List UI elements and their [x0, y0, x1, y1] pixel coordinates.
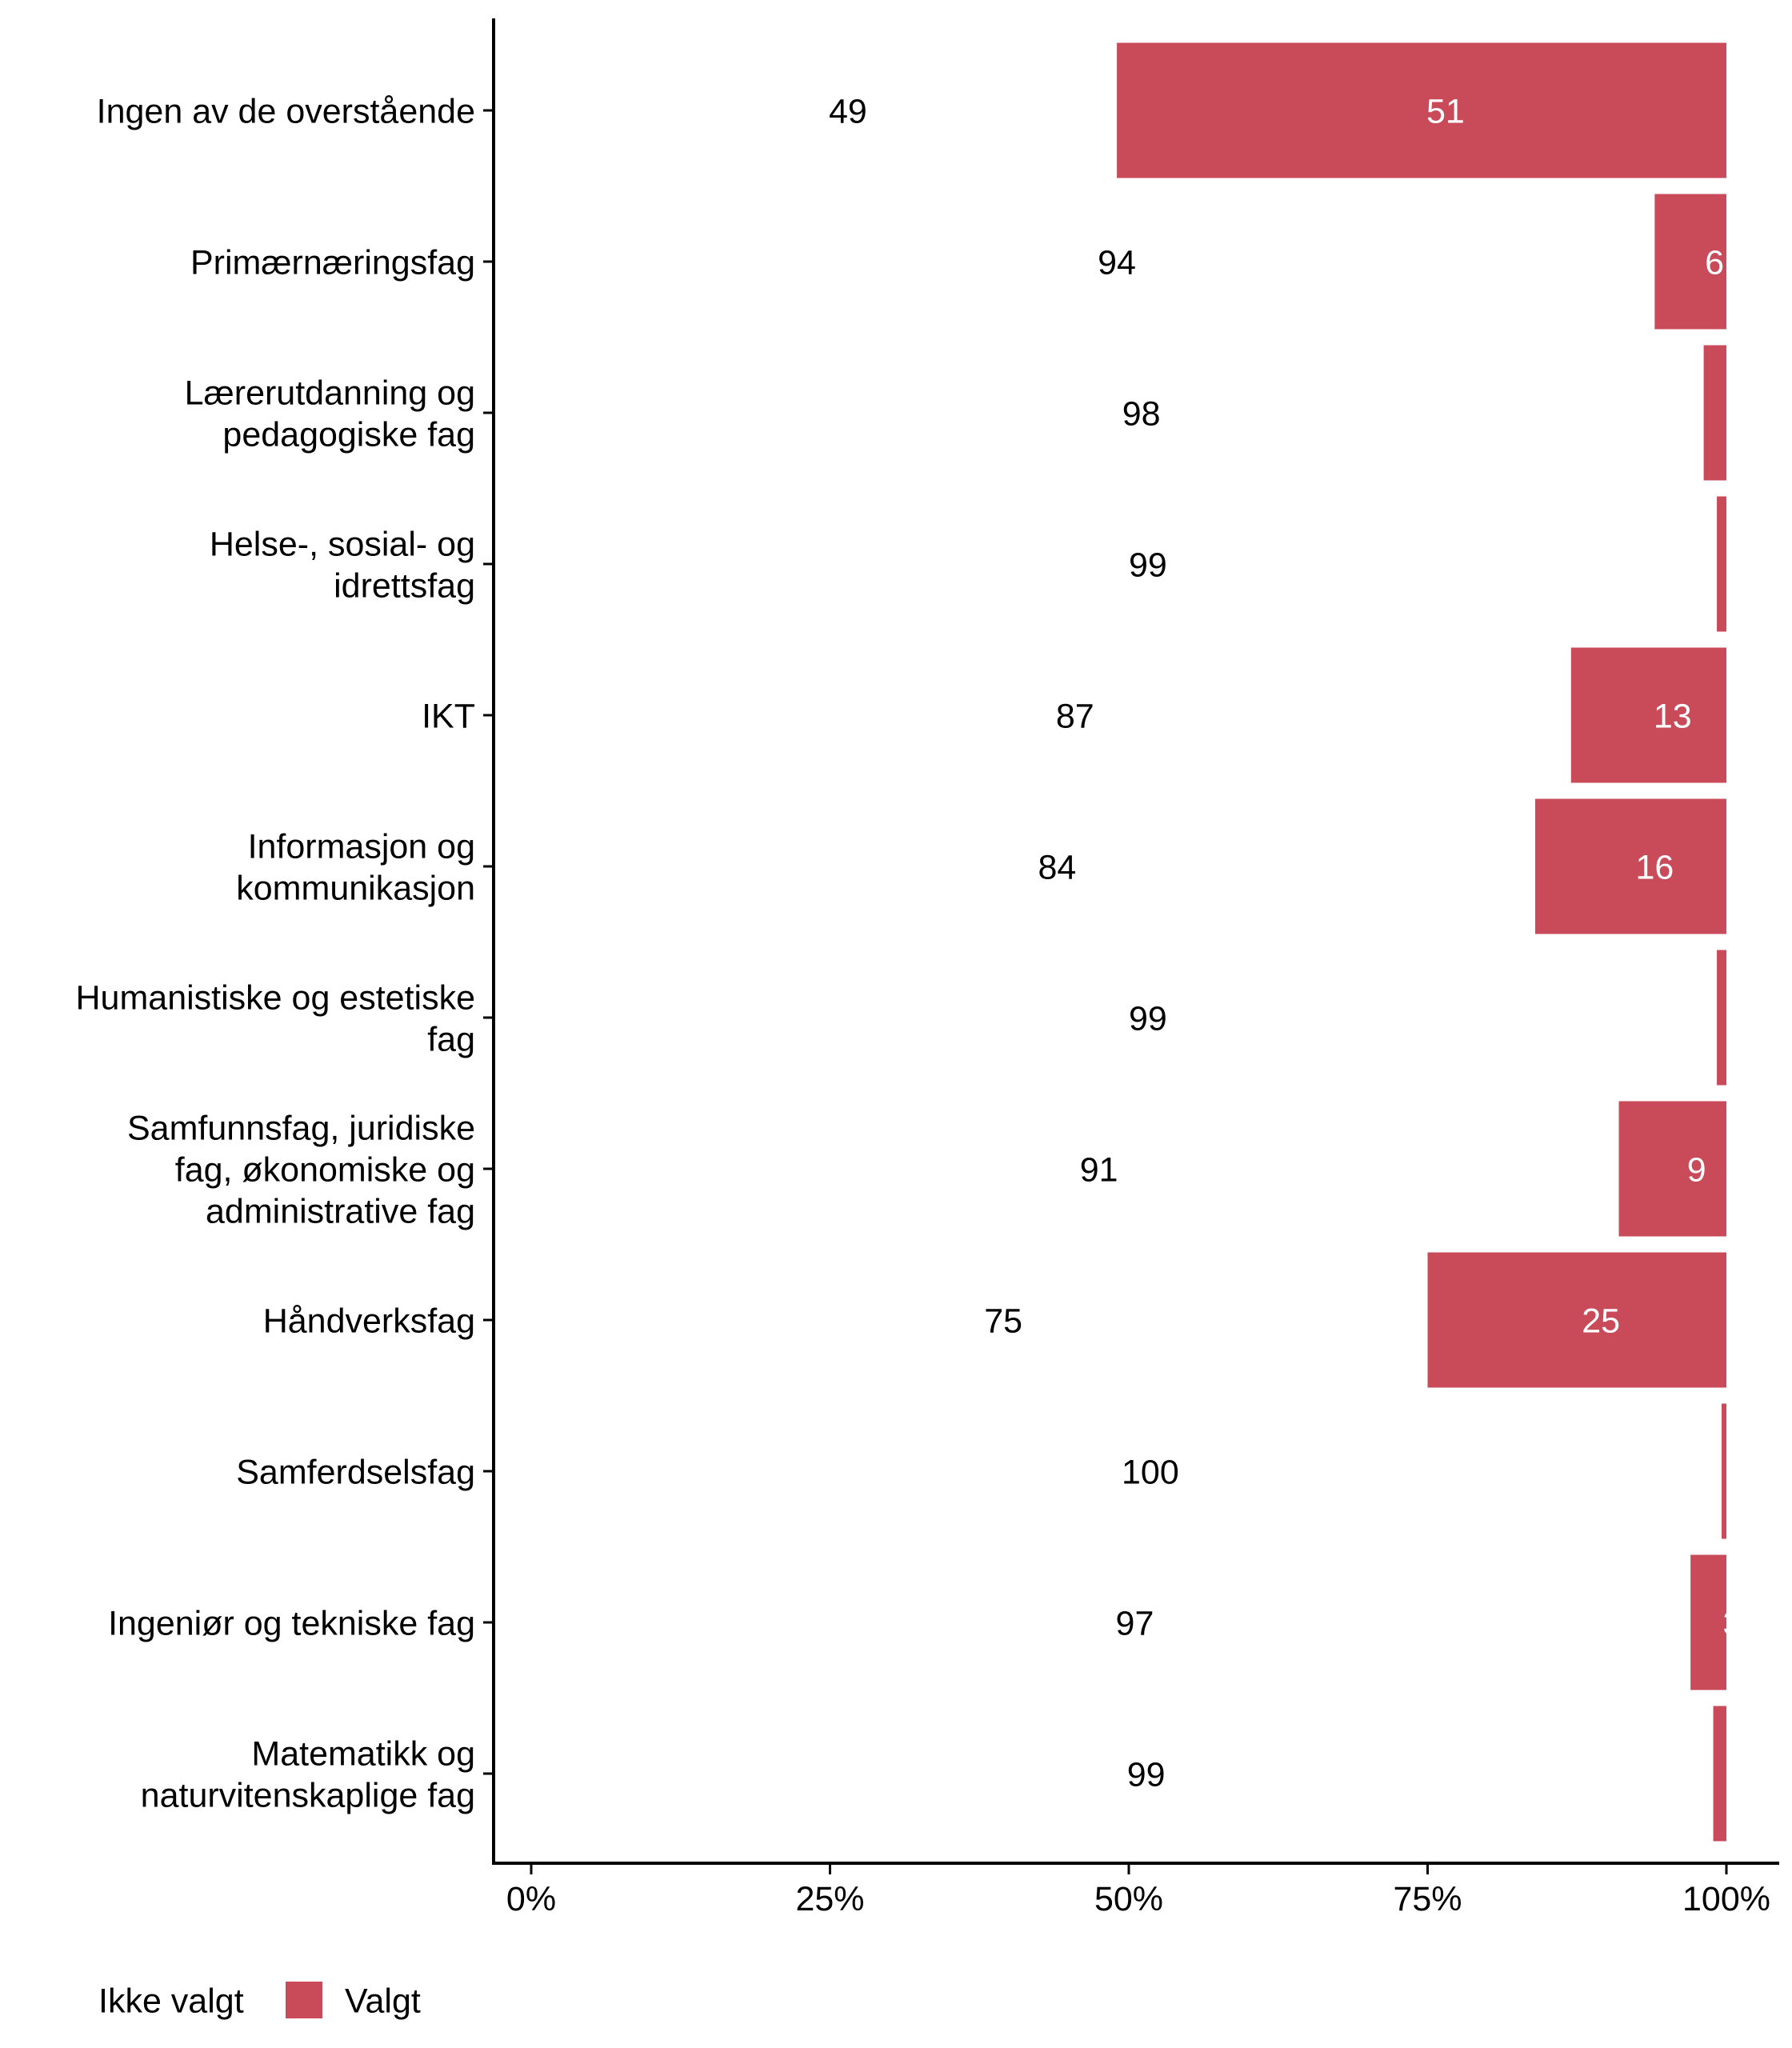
bar-valgt: [1690, 1554, 1726, 1690]
x-tick-label: 75%: [1393, 1880, 1462, 1918]
bar-valgt: [1570, 647, 1726, 783]
label-ikke-valgt: 100: [1122, 1453, 1179, 1491]
bar-valgt: [1618, 1101, 1726, 1237]
y-tick-label: IKT: [422, 697, 475, 735]
bar-ikke-valgt: [531, 1403, 1722, 1539]
bar-ikke-valgt: [531, 1706, 1714, 1842]
bars: [531, 42, 1726, 1842]
label-valgt: 25: [1582, 1302, 1620, 1340]
y-tick-label: pedagogiske fag: [222, 415, 475, 454]
label-ikke-valgt: 49: [829, 92, 867, 130]
label-ikke-valgt: 99: [1129, 999, 1167, 1038]
bar-ikke-valgt: [531, 1101, 1619, 1237]
x-tick-label: 50%: [1094, 1880, 1163, 1918]
bar-ikke-valgt: [531, 1252, 1428, 1388]
label-ikke-valgt: 98: [1122, 394, 1161, 433]
label-valgt: 16: [1635, 848, 1674, 886]
data-labels: 49 51 94 6 98 2 99 1 87 13 84 16 99 1 91 9 75 25 100 0 97 3 99…: [829, 92, 1758, 1794]
bar-valgt: [1717, 496, 1726, 632]
bar-ikke-valgt: [531, 1554, 1691, 1690]
label-ikke-valgt: 99: [1127, 1755, 1166, 1794]
x-tick-label: 100%: [1682, 1880, 1770, 1918]
legend: Ikke valgt Valgt: [98, 1982, 421, 2020]
legend-label-ikke-valgt: Ikke valgt: [98, 1982, 244, 2020]
x-axis: 0% 25% 50% 75% 100%: [492, 1862, 1779, 1918]
label-valgt: 13: [1654, 697, 1692, 735]
y-tick-label: Samferdselsfag: [236, 1453, 475, 1491]
label-valgt: 0: [1738, 1453, 1758, 1491]
y-tick-label: Matematikk og: [251, 1734, 475, 1773]
bar-ikke-valgt: [531, 798, 1535, 934]
label-valgt: 6: [1705, 243, 1724, 282]
y-tick-label: Humanistiske og estetiske: [76, 978, 476, 1017]
bar-valgt: [1713, 1706, 1726, 1842]
y-tick-label: Lærerutdanning og: [185, 374, 475, 412]
label-valgt: 1: [1736, 999, 1755, 1038]
bar-ikke-valgt: [531, 950, 1718, 1086]
label-valgt: 9: [1687, 1150, 1706, 1189]
label-ikke-valgt: 91: [1080, 1150, 1118, 1189]
y-tick-label: Informasjon og: [248, 827, 475, 866]
label-ikke-valgt: 87: [1056, 697, 1094, 735]
y-tick-label: kommunikasjon: [236, 869, 475, 907]
bar-valgt: [1427, 1252, 1726, 1388]
legend-key-valgt: [286, 1982, 322, 2018]
bar-ikke-valgt: [531, 194, 1655, 330]
bar-valgt: [1717, 950, 1726, 1086]
y-tick-label: Ingeniør og tekniske fag: [108, 1604, 475, 1642]
y-tick-label: Helse-, sosial- og: [210, 525, 475, 563]
legend-label-valgt: Valgt: [345, 1982, 421, 2020]
label-valgt: 1: [1736, 546, 1755, 584]
bar-valgt: [1722, 1403, 1726, 1539]
y-tick-label: fag, økonomiske og: [175, 1150, 475, 1189]
bar-valgt: [1654, 194, 1726, 330]
label-valgt: 2: [1730, 394, 1749, 433]
y-tick-label: Håndverksfag: [263, 1302, 475, 1340]
label-ikke-valgt: 94: [1098, 243, 1136, 282]
bar-ikke-valgt: [531, 496, 1718, 632]
label-ikke-valgt: 84: [1038, 848, 1076, 886]
bar-ikke-valgt: [531, 647, 1571, 783]
label-ikke-valgt: 75: [984, 1302, 1022, 1340]
x-tick-label: 0%: [506, 1880, 556, 1918]
bar-valgt: [1534, 798, 1726, 934]
y-tick-label: Ingen av de overstående: [97, 92, 475, 130]
label-ikke-valgt: 97: [1116, 1604, 1154, 1642]
y-tick-label: Primærnæringsfag: [190, 243, 475, 282]
bar-ikke-valgt: [531, 345, 1704, 481]
y-tick-label: administrative fag: [206, 1192, 475, 1230]
y-tick-label: Samfunnsfag, juridiske: [127, 1109, 475, 1147]
bar-valgt: [1117, 42, 1726, 178]
label-valgt: 1: [1734, 1755, 1754, 1794]
label-ikke-valgt: 99: [1129, 546, 1167, 584]
label-valgt: 3: [1723, 1604, 1742, 1642]
x-tick-label: 25%: [795, 1880, 864, 1918]
y-tick-label: idrettsfag: [334, 566, 475, 605]
y-tick-label: naturvitenskaplige fag: [141, 1776, 475, 1814]
y-axis: Ingen av de overstående Primærnæringsfag L…: [76, 18, 495, 1863]
bar-valgt: [1703, 345, 1726, 481]
bar-ikke-valgt: [531, 42, 1118, 178]
y-tick-label: fag: [427, 1020, 475, 1058]
label-valgt: 51: [1426, 92, 1465, 130]
